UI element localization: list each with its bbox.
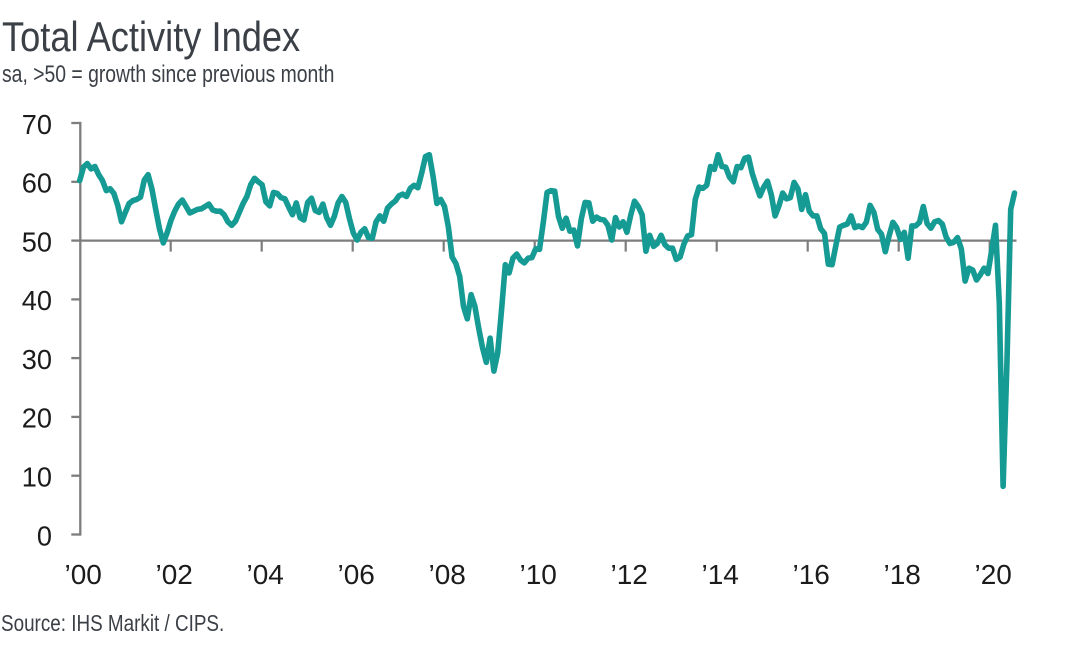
svg-text:’10: ’10 [520,559,557,590]
svg-text:’06: ’06 [338,559,375,590]
svg-text:’20: ’20 [975,559,1012,590]
svg-text:’00: ’00 [65,559,102,590]
svg-text:0: 0 [37,520,52,551]
svg-text:70: 70 [22,108,52,139]
svg-text:10: 10 [22,461,52,492]
svg-text:60: 60 [22,167,52,198]
svg-text:’18: ’18 [884,559,921,590]
svg-text:40: 40 [22,285,52,316]
svg-text:’08: ’08 [429,559,466,590]
svg-text:’16: ’16 [793,559,830,590]
svg-text:’02: ’02 [156,559,193,590]
svg-text:50: 50 [22,226,52,257]
svg-text:’12: ’12 [611,559,648,590]
svg-text:30: 30 [22,344,52,375]
svg-text:’14: ’14 [702,559,739,590]
svg-text:’04: ’04 [247,559,284,590]
svg-text:20: 20 [22,402,52,433]
